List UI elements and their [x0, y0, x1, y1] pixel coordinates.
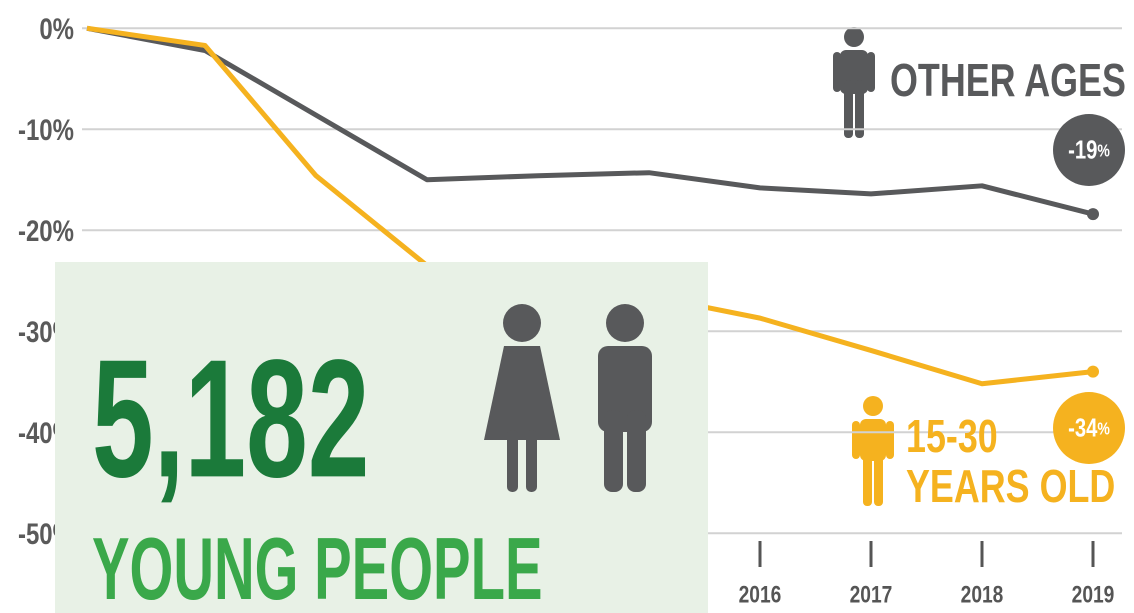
series-line [86, 25, 1094, 217]
x-tick-label: 2017 [850, 580, 893, 608]
end-point [1087, 365, 1099, 378]
callout-box [55, 262, 708, 613]
legend-label: 15-30 [906, 411, 998, 462]
y-tick-label: -10% [18, 113, 74, 147]
legend-label: OTHER AGES [890, 55, 1126, 106]
end-label: -34% [1068, 413, 1110, 442]
end-unit: % [1097, 419, 1109, 439]
end-unit: % [1097, 141, 1109, 161]
end-value: -34 [1068, 413, 1097, 442]
icon-head [503, 304, 541, 342]
x-tick-label: 2018 [961, 580, 1004, 608]
x-tick-label: 2019 [1072, 580, 1115, 608]
icon-couple [484, 304, 652, 492]
end-label: -19% [1068, 135, 1110, 164]
icon-dress [484, 346, 560, 440]
y-tick-label: 0% [39, 12, 74, 46]
end-badge [1053, 392, 1125, 464]
icon-leg [526, 430, 537, 492]
end-point [1087, 208, 1099, 221]
icon-head [606, 304, 644, 342]
legend-label: YEARS OLD [906, 461, 1115, 512]
y-tick-label: -20% [18, 214, 74, 248]
icon-man [833, 27, 875, 138]
icon-young [852, 396, 894, 506]
callout-text: YOUNG PEOPLE [92, 519, 543, 613]
callout-number: 5,182 [92, 325, 369, 513]
x-tick-label: 2016 [739, 580, 782, 608]
end-badge [1053, 114, 1125, 186]
icon-leg [604, 410, 623, 492]
end-value: -19 [1068, 135, 1097, 164]
icon-leg [507, 430, 518, 492]
icon-leg [627, 410, 646, 492]
